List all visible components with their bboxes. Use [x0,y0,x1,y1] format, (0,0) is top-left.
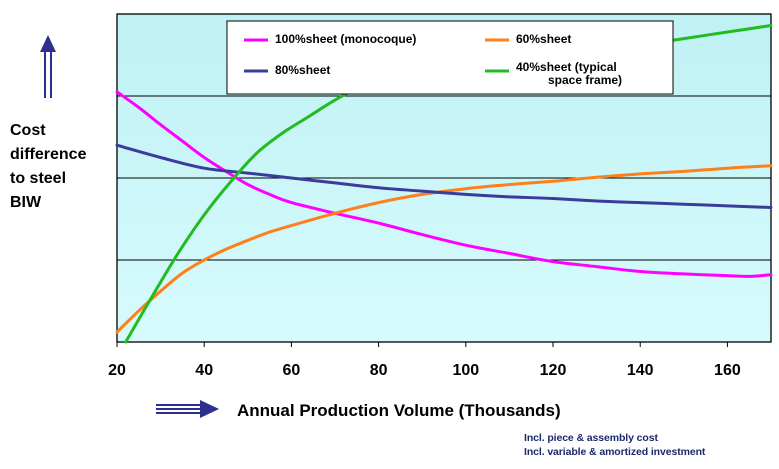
series-line-60-sheet [115,164,773,334]
plot-frame [116,13,772,343]
x-axis-label: Annual Production Volume (Thousands) [237,401,561,420]
legend-label-100-sheet: 100%sheet (monocoque) [275,32,416,46]
horizontal-gridlines [117,95,771,261]
series-line-80-sheet [115,143,773,209]
legend: 100%sheet (monocoque) 60%sheet 80%sheet … [226,20,674,95]
x-tick-label: 140 [627,362,654,379]
y-axis-arrow [40,35,56,98]
y-axis-label: Cost difference to steel BIW [10,122,91,211]
x-tick-label: 60 [283,362,301,379]
legend-label-40-sheet-line2: space frame) [548,73,622,87]
legend-label-60-sheet: 60%sheet [516,32,571,46]
x-tick-label: 100 [452,362,479,379]
x-tick-label: 20 [108,362,126,379]
x-tick-label: 160 [714,362,741,379]
axes [116,13,772,343]
x-tick-label: 80 [370,362,388,379]
legend-box [226,20,674,95]
legend-label-80-sheet: 80%sheet [275,63,330,77]
note-piece-assembly-cost: Incl. piece & assembly cost [524,432,658,444]
x-tick-labels: 20 40 60 80 100 120 140 160 [108,342,741,379]
series-line-100-sheet-monocoque [115,90,773,278]
up-arrow-icon [40,35,56,52]
legend-label-40-sheet-line1: 40%sheet (typical [516,60,617,74]
right-arrow-icon [200,400,219,418]
x-axis-arrow [156,400,219,418]
x-tick-label: 120 [540,362,567,379]
note-variable-amortized-investment: Incl. variable & amortized investment [524,446,706,458]
x-tick-label: 40 [195,362,213,379]
